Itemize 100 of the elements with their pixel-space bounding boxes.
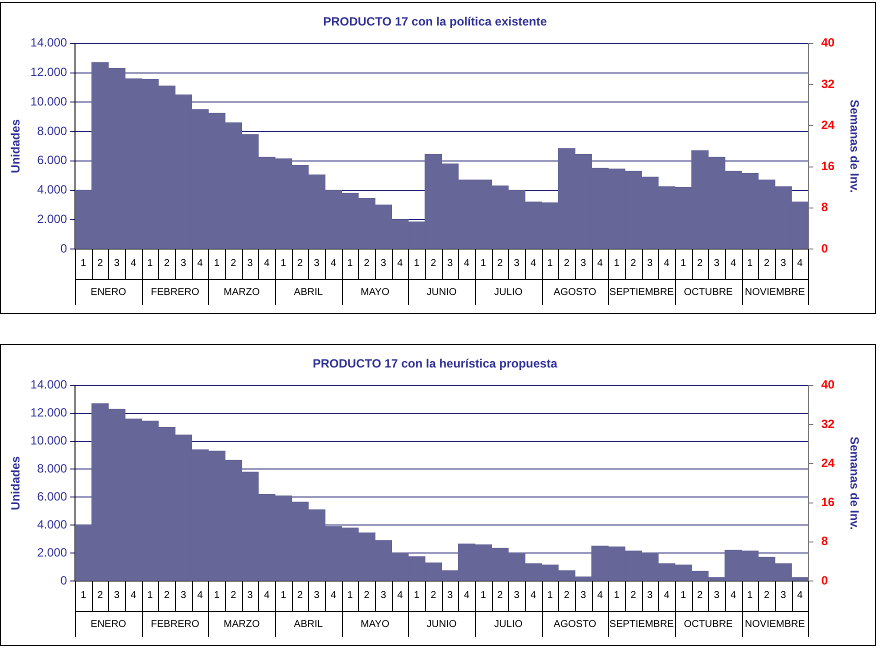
x-tick-label: 1 <box>347 258 354 269</box>
text: AGOSTO <box>554 286 596 298</box>
x-tick-label: 4 <box>264 590 270 601</box>
x-tick-label: 3 <box>114 258 120 269</box>
y-tick-label: 14.000 <box>30 378 68 392</box>
y2-tick-label: 8 <box>821 534 828 548</box>
x-tick-label: 3 <box>380 590 387 601</box>
x-tick-label: 4 <box>730 590 736 601</box>
x-tick-label: 1 <box>214 590 220 601</box>
x-tick-label: 3 <box>647 258 654 269</box>
y-tick-label: 12.000 <box>30 406 68 420</box>
x-tick-label: 3 <box>514 590 520 601</box>
text: OCTUBRE <box>684 286 734 298</box>
y2-tick-label: 0 <box>821 573 828 588</box>
text: AGOSTO <box>554 618 596 630</box>
y-tick-label: 8.000 <box>37 124 68 138</box>
x-tick-label: 3 <box>580 590 587 601</box>
text: JULIO <box>494 286 523 298</box>
text: SEPTIEMBRE <box>609 618 674 630</box>
y-tick-label: 12.000 <box>30 65 68 80</box>
x-tick-label: 1 <box>480 590 487 601</box>
x-tick-label: 1 <box>80 590 87 601</box>
text: MARZO <box>224 286 260 298</box>
x-tick-label: 4 <box>264 258 270 269</box>
x-tick-label: 2 <box>297 258 304 269</box>
x-tick-label: 4 <box>530 258 537 269</box>
x-tick-label: 3 <box>580 258 587 269</box>
x-tick-label: 1 <box>280 258 287 269</box>
y-tick-label: 8.000 <box>37 462 68 476</box>
x-tick-label: 4 <box>197 258 204 269</box>
text: JULIO <box>494 618 523 630</box>
x-tick-label: 1 <box>147 590 154 601</box>
x-tick-label: 2 <box>97 258 104 269</box>
x-tick-label: 4 <box>464 258 470 269</box>
y-tick-label: 0 <box>60 241 68 256</box>
x-tick-label: 2 <box>497 590 504 601</box>
x-tick-label: 2 <box>764 590 770 601</box>
x-tick-label: 4 <box>797 258 804 269</box>
x-tick-label: 2 <box>630 590 637 601</box>
x-tick-label: 3 <box>180 590 187 601</box>
y2-tick-label: 16 <box>821 159 835 174</box>
x-tick-label: 3 <box>247 258 254 269</box>
x-tick-label: 2 <box>97 590 104 601</box>
y2-tick-label: 24 <box>821 456 835 470</box>
y2-axis-title: Semanas de Inv. <box>847 436 862 530</box>
x-tick-label: 1 <box>414 590 420 601</box>
y2-tick-label: 16 <box>821 495 835 510</box>
x-tick-label: 2 <box>697 590 704 601</box>
text: MAYO <box>360 286 390 298</box>
x-tick-label: 3 <box>247 590 254 601</box>
x-tick-label: 2 <box>430 258 437 269</box>
y2-tick-label: 32 <box>821 76 835 91</box>
x-tick-label: 2 <box>764 258 770 269</box>
x-tick-label: 1 <box>214 258 220 269</box>
x-tick-label: 3 <box>380 258 387 269</box>
x-tick-label: 1 <box>80 258 87 269</box>
x-tick-label: 3 <box>314 590 320 601</box>
y-tick-label: 10.000 <box>30 434 68 448</box>
x-tick-label: 4 <box>330 590 337 601</box>
x-tick-label: 1 <box>280 590 287 601</box>
x-tick-label: 3 <box>447 590 454 601</box>
y-axis-title: Unidades <box>8 456 23 510</box>
text: OCTUBRE <box>684 618 734 630</box>
x-tick-label: 1 <box>347 590 354 601</box>
text: ABRIL <box>294 618 324 630</box>
text: ABRIL <box>294 286 324 298</box>
x-tick-label: 4 <box>664 258 670 269</box>
x-tick-label: 2 <box>497 258 504 269</box>
x-tick-label: 2 <box>564 590 570 601</box>
text: FEBRERO <box>150 618 200 630</box>
y-axis-title: Unidades <box>8 118 23 174</box>
x-tick-label: 1 <box>547 590 554 601</box>
text: NOVIEMBRE <box>744 286 806 298</box>
x-tick-label: 1 <box>547 258 554 269</box>
x-tick-label: 4 <box>730 258 736 269</box>
y-tick-label: 14.000 <box>30 36 68 50</box>
x-tick-label: 3 <box>314 258 320 269</box>
chart-title: PRODUCTO 17 con la política existente <box>323 14 548 29</box>
text: JUNIO <box>426 286 457 298</box>
y-tick-label: 10.000 <box>30 94 68 108</box>
x-tick-label: 3 <box>780 590 786 601</box>
x-tick-label: 2 <box>630 258 637 269</box>
y2-tick-label: 24 <box>821 118 835 132</box>
x-tick-label: 4 <box>597 590 604 601</box>
x-tick-label: 2 <box>364 258 370 269</box>
y2-tick-label: 8 <box>821 200 828 214</box>
x-tick-label: 4 <box>130 590 137 601</box>
x-tick-label: 3 <box>514 258 520 269</box>
y-tick-label: 4.000 <box>37 517 68 532</box>
text: FEBRERO <box>150 286 200 298</box>
x-tick-label: 2 <box>697 258 704 269</box>
x-tick-label: 4 <box>597 258 604 269</box>
x-tick-label: 1 <box>480 258 487 269</box>
text: NOVIEMBRE <box>744 618 806 630</box>
x-tick-label: 1 <box>614 590 620 601</box>
y-tick-label: 4.000 <box>37 182 68 197</box>
x-tick-label: 4 <box>797 590 804 601</box>
x-tick-label: 4 <box>397 590 404 601</box>
x-tick-label: 2 <box>230 258 237 269</box>
y-tick-label: 6.000 <box>37 489 68 504</box>
